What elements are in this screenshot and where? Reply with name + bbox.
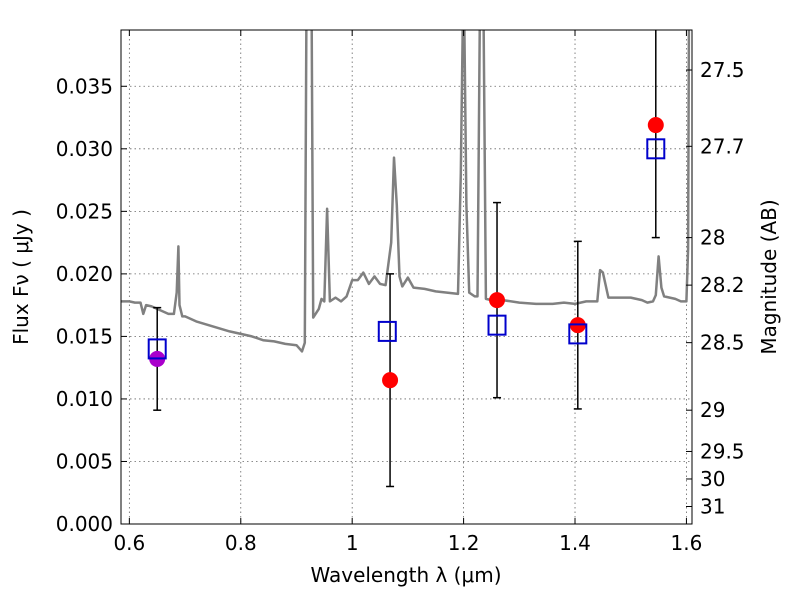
data-point	[382, 372, 399, 389]
y-tick-label: 0.025	[56, 199, 113, 223]
y2-tick-label: 29.5	[700, 439, 745, 463]
model-point	[568, 323, 588, 345]
data-point	[489, 292, 506, 309]
y-tick-label: 0.035	[56, 74, 113, 98]
y2-axis-label: Magnitude (AB)	[757, 199, 781, 354]
model-point	[487, 314, 507, 336]
y-tick-label: 0.005	[56, 449, 113, 473]
x-axis-label: Wavelength λ (μm)	[310, 563, 501, 587]
x-tick-label: 0.8	[225, 531, 257, 555]
y2-tick-label: 27.5	[700, 58, 745, 82]
y2-tick-label: 28	[700, 226, 725, 250]
y2-tick-label: 28.2	[700, 273, 745, 297]
y2-tick-label: 28.5	[700, 331, 745, 355]
photometry-points	[147, 30, 666, 488]
x-tick-label: 1.2	[448, 531, 480, 555]
spectrum-line	[121, 30, 691, 353]
y-tick-label: 0.000	[56, 512, 113, 536]
y2-tick-label: 31	[700, 494, 725, 518]
x-tick-label: 0.6	[113, 531, 145, 555]
y2-tick-label: 27.7	[700, 134, 745, 158]
axis-ticks: 0.6 0.8 1 1.2 1.4 1.6 0.000 0.005 0.010 0.015 0.02…	[56, 30, 745, 555]
model-spectrum	[121, 30, 691, 353]
x-tick-label: 1	[346, 531, 359, 555]
y2-tick-label: 29	[700, 398, 725, 422]
y-tick-label: 0.030	[56, 137, 113, 161]
y-tick-label: 0.015	[56, 324, 113, 348]
x-tick-label: 1.4	[559, 531, 591, 555]
grid	[121, 30, 692, 525]
y-tick-label: 0.010	[56, 387, 113, 411]
y-axis-label: Flux Fν ( μJy )	[9, 209, 33, 345]
y2-tick-label: 30	[700, 467, 725, 491]
model-point	[646, 138, 666, 160]
x-tick-label: 1.6	[671, 531, 703, 555]
model-point	[147, 338, 167, 360]
y-tick-label: 0.020	[56, 262, 113, 286]
model-point	[377, 320, 397, 342]
data-point	[647, 117, 664, 134]
plot-frame	[120, 29, 693, 525]
